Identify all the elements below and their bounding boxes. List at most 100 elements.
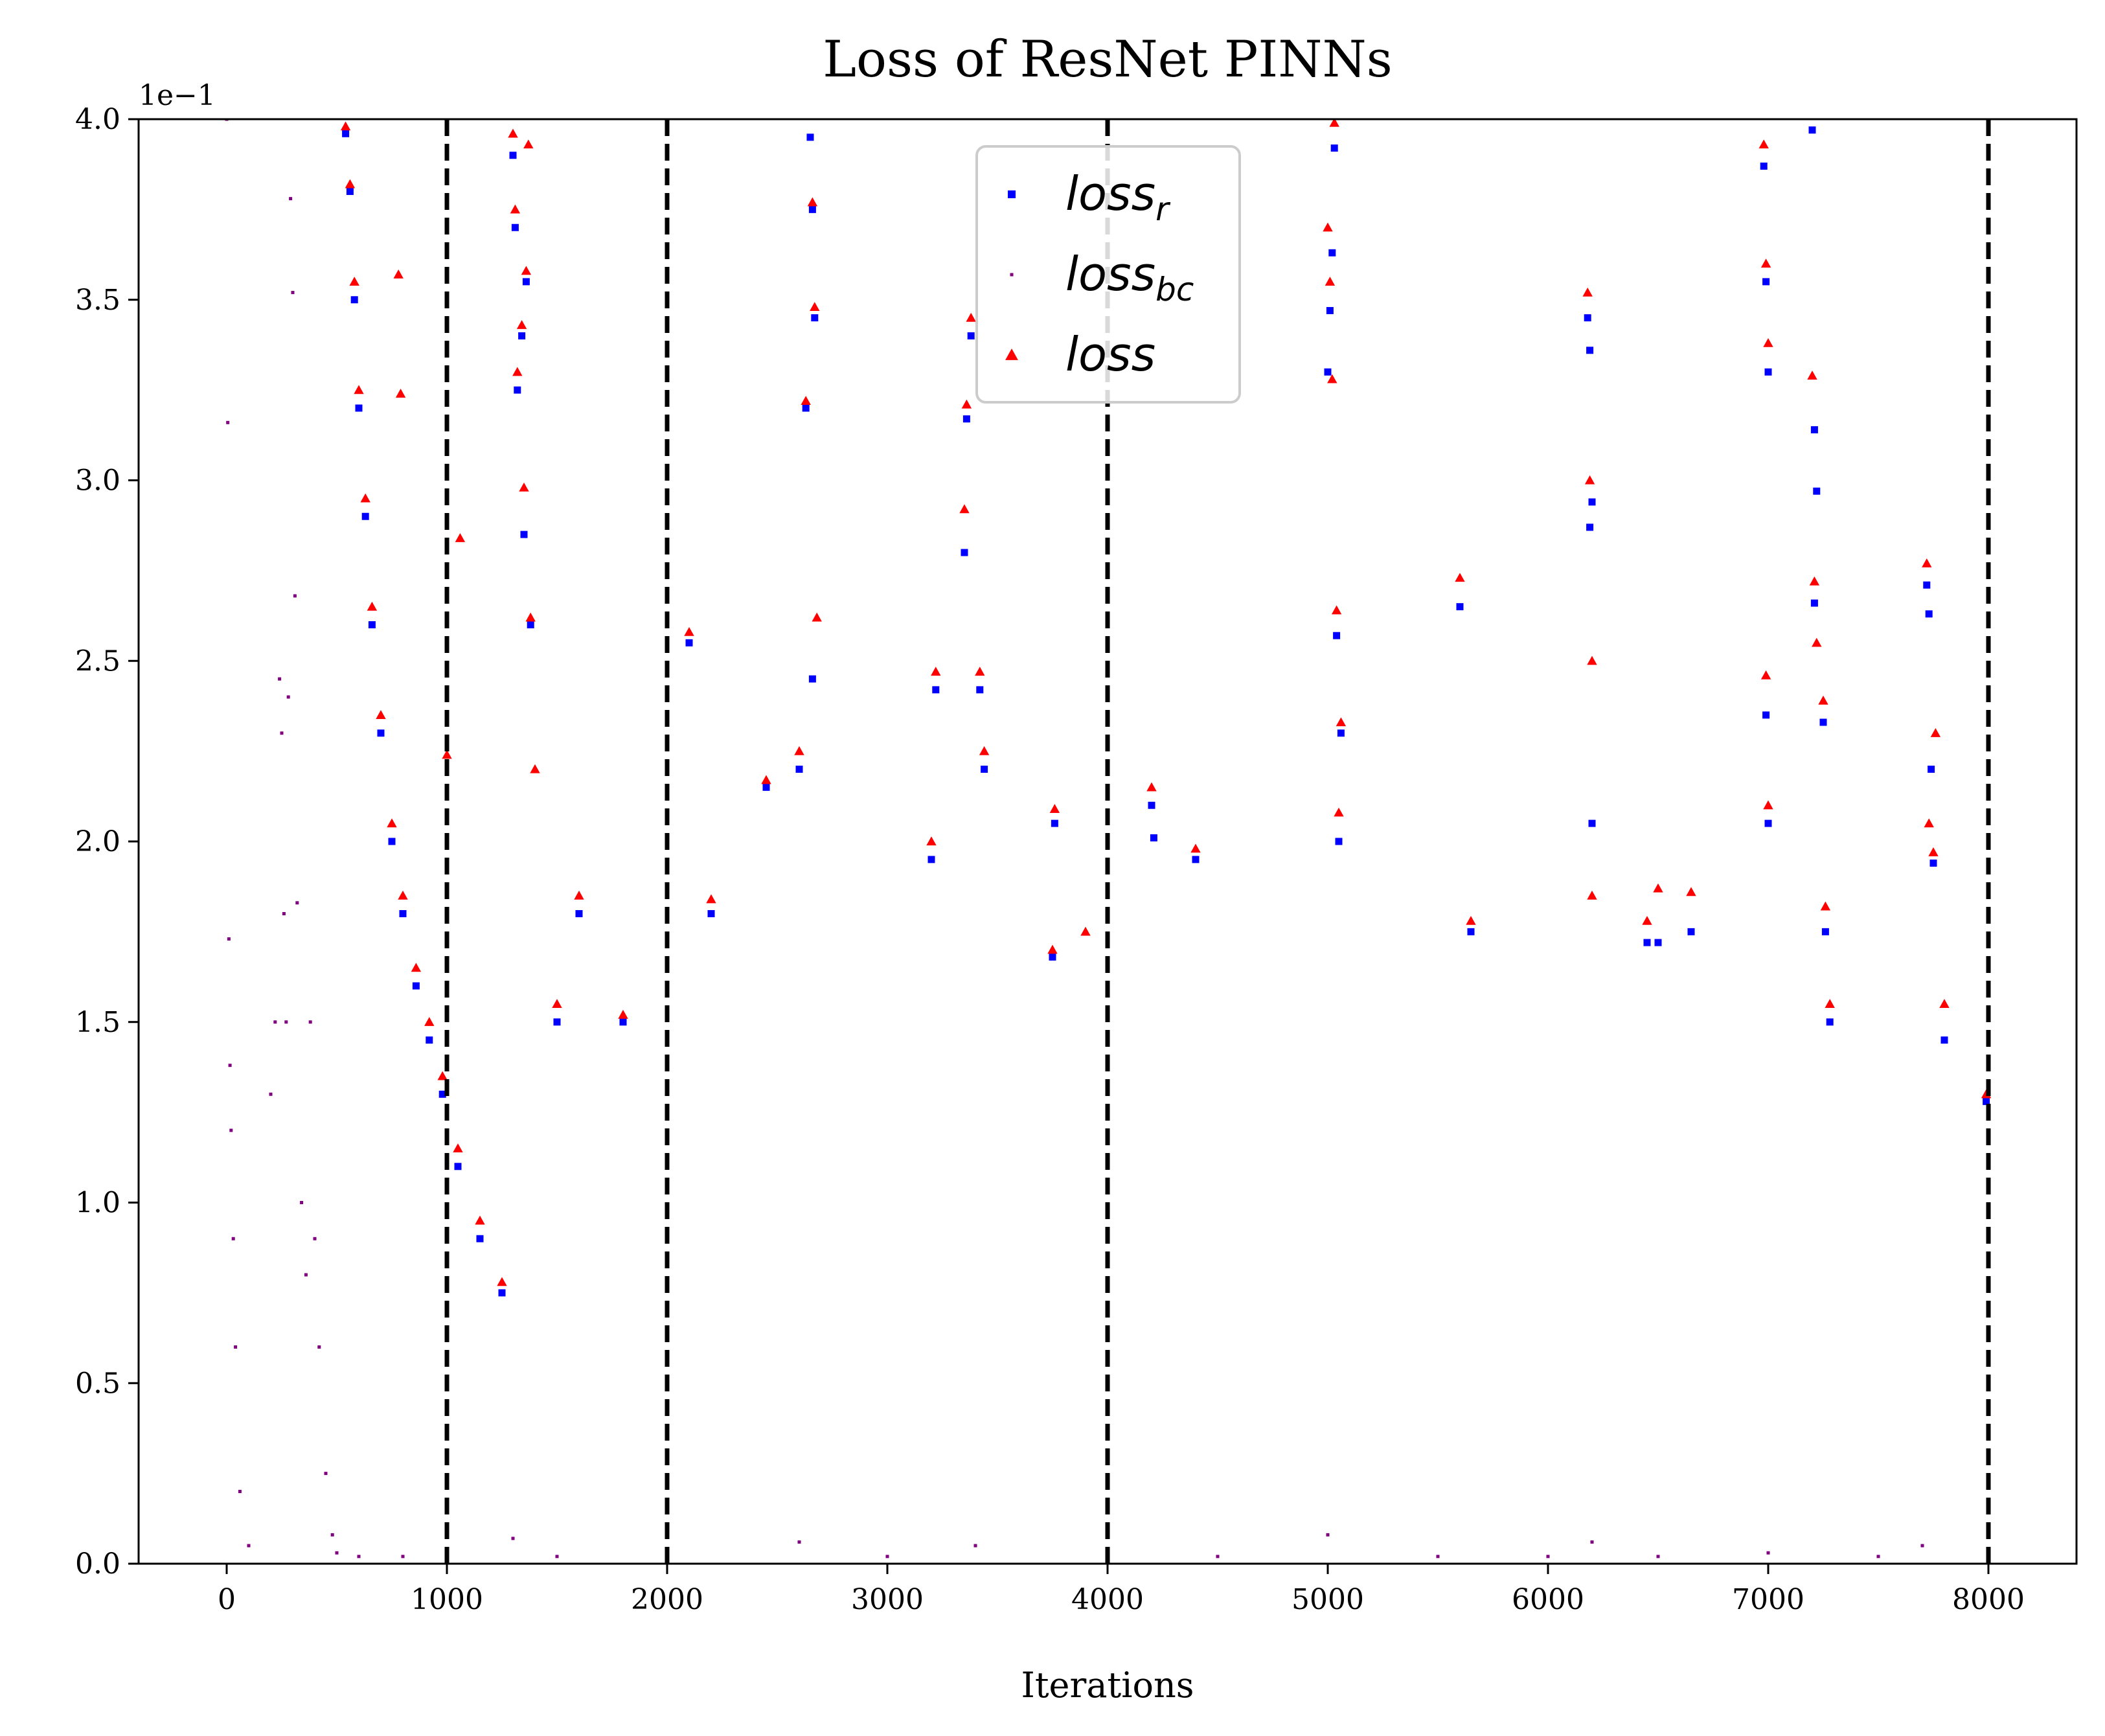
point-loss-r	[377, 729, 385, 737]
point-loss-r	[575, 910, 583, 917]
point-loss	[424, 1017, 435, 1026]
point-loss-bc	[357, 1555, 361, 1559]
point-loss-r	[1326, 306, 1334, 314]
y-tick-label: 0.5	[75, 1367, 120, 1400]
point-loss-r	[808, 205, 816, 213]
point-loss-r	[961, 549, 968, 556]
point-loss-r	[1813, 487, 1821, 495]
point-loss-r	[1467, 928, 1475, 935]
point-loss	[387, 818, 397, 828]
point-loss-r	[1808, 126, 1816, 134]
point-loss	[1455, 573, 1465, 582]
point-loss-r	[1929, 859, 1937, 867]
y-axis-scale-label: 1e−1	[139, 79, 216, 112]
y-tick-label: 1.5	[75, 1006, 120, 1039]
point-loss-bc	[289, 197, 293, 201]
point-loss-bc	[1326, 1533, 1330, 1536]
point-loss-r	[1150, 834, 1157, 841]
point-loss	[395, 389, 406, 398]
x-tick-label: 7000	[1732, 1583, 1804, 1616]
point-loss	[1336, 717, 1347, 727]
point-loss	[442, 749, 452, 759]
y-tick-label: 4.0	[75, 103, 120, 136]
point-loss	[393, 269, 404, 279]
point-loss	[812, 612, 822, 622]
point-loss	[931, 667, 941, 676]
point-loss-r	[802, 404, 810, 412]
point-loss-r	[806, 133, 814, 141]
point-loss	[794, 746, 804, 755]
point-loss-bc	[313, 1237, 317, 1240]
point-loss-r	[1928, 766, 1935, 773]
point-loss-bc	[273, 1020, 277, 1024]
point-loss-bc	[511, 1536, 515, 1540]
point-loss-r	[1588, 819, 1596, 827]
point-loss-r	[511, 223, 519, 231]
point-loss-r	[412, 982, 420, 990]
point-loss-r	[707, 910, 715, 917]
point-loss	[437, 1071, 448, 1080]
point-loss-r	[967, 332, 975, 339]
point-loss	[1047, 944, 1058, 954]
point-loss	[453, 1143, 463, 1153]
point-loss-r	[454, 1163, 462, 1171]
point-loss-bc	[226, 420, 230, 424]
point-loss-r	[1324, 368, 1332, 376]
point-loss	[975, 667, 985, 676]
point-loss	[516, 320, 527, 329]
point-loss	[1582, 287, 1593, 297]
point-loss	[525, 612, 536, 622]
legend-label-loss-r: lossr	[1065, 166, 1171, 228]
point-loss-bc	[228, 1064, 232, 1068]
point-loss	[1587, 890, 1597, 900]
point-loss-bc	[401, 1555, 405, 1559]
point-loss-r	[1760, 162, 1768, 170]
point-loss-bc	[308, 1020, 312, 1024]
point-loss-bc	[1766, 1551, 1770, 1555]
point-loss-bc	[1876, 1555, 1880, 1559]
point-loss	[1323, 222, 1333, 232]
point-loss-bc	[282, 912, 286, 915]
point-loss	[521, 266, 532, 275]
point-loss	[345, 179, 356, 188]
point-loss	[1329, 119, 1339, 127]
x-tick-label: 1000	[411, 1583, 483, 1616]
point-loss-r	[1330, 144, 1338, 152]
point-loss-r	[1762, 711, 1770, 719]
point-loss	[1325, 277, 1336, 286]
point-loss-r	[1821, 928, 1829, 935]
x-tick-label: 0	[218, 1583, 236, 1616]
point-loss-bc	[284, 1020, 288, 1024]
point-loss-r	[1983, 1097, 1990, 1105]
point-loss-bc	[335, 1551, 339, 1555]
point-loss-r	[426, 1036, 433, 1044]
x-tick-label: 4000	[1071, 1583, 1144, 1616]
point-loss-r	[1687, 928, 1695, 935]
point-loss-r	[553, 1018, 561, 1026]
point-loss-bc	[238, 1490, 242, 1493]
point-loss-r	[1586, 347, 1594, 354]
point-loss-r	[932, 686, 940, 694]
point-loss-r	[399, 910, 407, 917]
point-loss	[1924, 818, 1934, 828]
point-loss	[508, 128, 518, 138]
point-loss-r	[1051, 819, 1058, 827]
point-loss-r	[1588, 498, 1596, 506]
point-loss	[1334, 807, 1344, 817]
point-loss	[1080, 926, 1091, 936]
x-tick-label: 6000	[1512, 1583, 1584, 1616]
y-tick-label: 1.0	[75, 1187, 120, 1220]
point-loss	[510, 204, 521, 214]
point-loss	[1758, 139, 1769, 149]
point-loss-bc	[291, 291, 295, 295]
point-loss	[684, 626, 694, 636]
point-loss	[360, 493, 370, 503]
point-loss	[1809, 576, 1820, 586]
point-loss	[1763, 800, 1773, 810]
point-loss-r	[1337, 729, 1345, 737]
point-loss-bc	[231, 1237, 235, 1240]
point-loss-r	[1333, 632, 1341, 639]
point-loss-r	[1810, 426, 1818, 433]
